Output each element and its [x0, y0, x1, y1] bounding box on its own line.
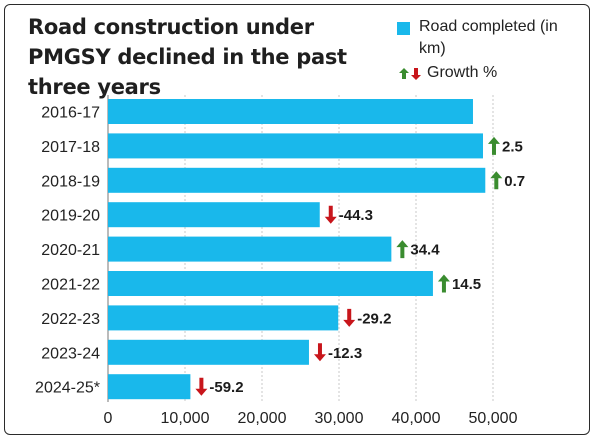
- up-arrow-icon: [437, 274, 450, 293]
- chart-title: Road construction under PMGSY declined i…: [28, 15, 347, 99]
- legend-label-road: Road completed (in km): [419, 18, 558, 57]
- x-tick-label: 0: [104, 410, 113, 427]
- down-arrow-icon: [411, 68, 421, 80]
- x-tick-label: 10,000: [161, 410, 210, 427]
- up-arrow-icon: [399, 68, 409, 79]
- growth-label: 2.5: [502, 138, 523, 155]
- bar-2018-19: [108, 167, 486, 193]
- bar-2022-23: [108, 305, 339, 331]
- growth-label: 34.4: [410, 242, 440, 259]
- x-tick-label: 30,000: [315, 410, 364, 427]
- up-arrow-icon: [490, 171, 503, 190]
- bar-2019-20: [108, 202, 320, 228]
- down-arrow-icon: [195, 377, 208, 396]
- category-label: 2020-21: [41, 242, 100, 259]
- bar-2017-18: [108, 133, 483, 159]
- category-label: 2021-22: [41, 277, 100, 294]
- category-label: 2024-25*: [35, 380, 100, 397]
- category-label: 2019-20: [41, 208, 100, 225]
- category-label: 2017-18: [41, 139, 100, 156]
- x-tick-label: 50,000: [469, 410, 518, 427]
- growth-label: -44.3: [339, 207, 373, 224]
- category-label: 2022-23: [41, 311, 100, 328]
- bar-2021-22: [108, 271, 433, 296]
- growth-label: -29.2: [357, 310, 391, 327]
- bar-2016-17: [108, 99, 473, 124]
- down-arrow-icon: [313, 343, 326, 362]
- bar-2024-25*: [108, 374, 191, 400]
- legend-swatch-road: [397, 22, 410, 35]
- up-arrow-icon: [487, 136, 500, 155]
- growth-label: -12.3: [328, 345, 362, 362]
- category-label: 2023-24: [41, 345, 100, 362]
- bar-2023-24: [108, 339, 309, 365]
- growth-label: 14.5: [452, 276, 481, 293]
- down-arrow-icon: [343, 308, 356, 327]
- bar-2020-21: [108, 236, 392, 262]
- category-label: 2018-19: [41, 173, 100, 190]
- x-tick-label: 20,000: [238, 410, 287, 427]
- legend-label-growth: Growth %: [427, 64, 498, 81]
- growth-label: -59.2: [209, 379, 243, 396]
- legend-growth-arrows-icon: [399, 68, 421, 80]
- x-tick-label: 40,000: [392, 410, 441, 427]
- down-arrow-icon: [324, 205, 337, 224]
- category-label: 2016-17: [41, 105, 100, 122]
- growth-label: 0.7: [504, 173, 525, 190]
- up-arrow-icon: [396, 240, 409, 259]
